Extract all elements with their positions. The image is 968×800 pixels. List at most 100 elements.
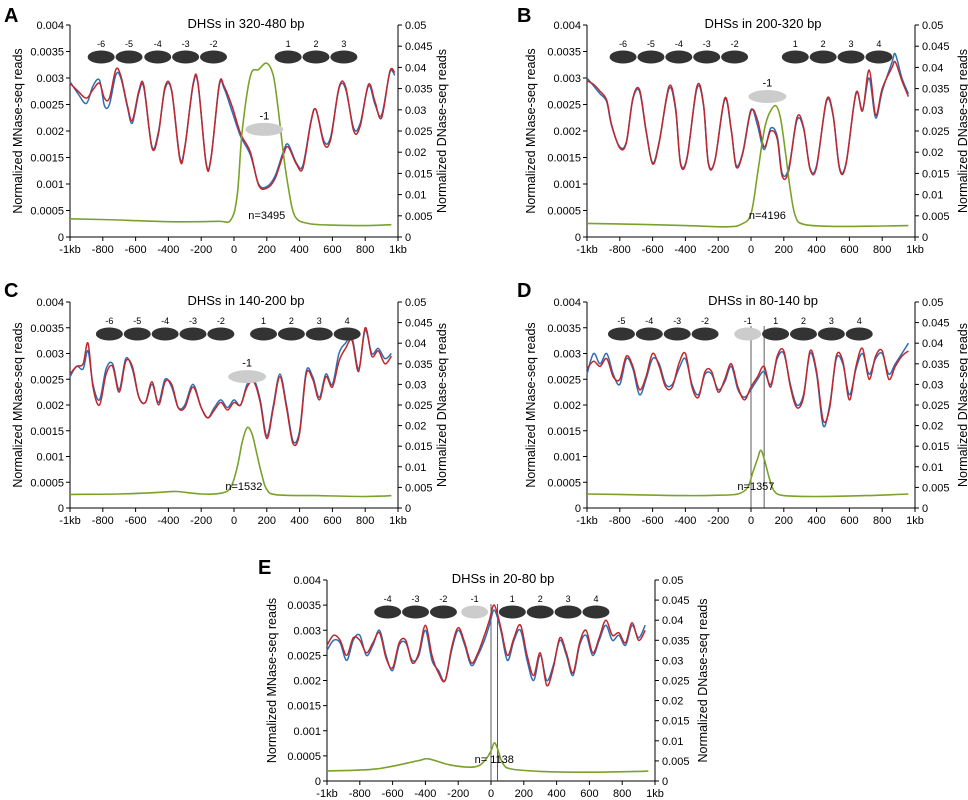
nucleosome-marker [609, 50, 637, 64]
y-tick-label: 0.0015 [547, 426, 581, 438]
nucleosome-label: -3 [182, 39, 190, 49]
y2-tick-label: 0.005 [922, 211, 950, 223]
y2-tick-label: 0.035 [405, 359, 433, 371]
count-annotation: n= 1138 [475, 754, 514, 766]
x-tick-label: 1kb [906, 515, 924, 527]
y-tick-label: 0 [58, 232, 64, 244]
y-tick-label: 0.003 [553, 349, 581, 361]
nucleosome-marker [865, 50, 893, 64]
x-tick-label: -400 [157, 515, 179, 527]
y-tick-label: 0.001 [553, 179, 581, 191]
y2-tick-label: 0.04 [662, 615, 683, 627]
nucleosome-marker [691, 327, 719, 341]
y-tick-label: 0.0035 [30, 47, 64, 59]
y-tick-label: 0.0005 [547, 206, 581, 218]
x-tick-label: -800 [92, 244, 114, 256]
panel-letter: C [4, 280, 18, 302]
nucleosome-label: 2 [289, 316, 294, 326]
mnase-series-blue [69, 329, 392, 444]
y-tick-label: 0.0035 [547, 47, 581, 59]
y-tick-label: 0 [58, 503, 64, 515]
x-tick-label: -400 [157, 244, 179, 256]
nucleosome-label: 3 [317, 316, 322, 326]
nucleosome-marker [789, 327, 817, 341]
nucleosome-marker [402, 605, 430, 619]
nucleosome-marker [95, 327, 123, 341]
y2-tick-label: 0.025 [922, 400, 950, 412]
nucleosome-marker [302, 50, 330, 64]
panel-letter: E [258, 557, 271, 579]
y-tick-label: 0.0025 [287, 650, 321, 662]
y-tick-label: 0.0035 [30, 323, 64, 335]
x-tick-label: 0 [488, 788, 494, 800]
count-annotation: n=1357 [737, 481, 774, 493]
x-tick-label: 400 [807, 515, 825, 527]
panel-letter: A [4, 5, 18, 27]
y2-tick-label: 0.04 [922, 338, 943, 350]
y2-tick-label: 0.05 [922, 20, 943, 32]
free-nucleosome-marker [734, 327, 762, 341]
y-tick-label: 0.004 [36, 297, 64, 309]
nucleosome-marker [305, 327, 333, 341]
nucleosome-marker [374, 605, 402, 619]
nucleosome-label: -2 [731, 39, 739, 49]
nucleosome-label: -5 [125, 39, 133, 49]
y-tick-label: 0 [315, 776, 321, 788]
y2-tick-label: 0.035 [922, 84, 950, 96]
y-tick-label: 0.003 [36, 73, 64, 85]
nucleosome-label: 3 [341, 39, 346, 49]
x-tick-label: 600 [840, 515, 858, 527]
nucleosome-label: 4 [857, 316, 862, 326]
x-tick-label: -200 [447, 788, 469, 800]
y2-tick-label: 0.035 [405, 84, 433, 96]
y2-tick-label: 0.005 [405, 211, 433, 223]
y2-tick-label: 0.01 [662, 736, 683, 748]
x-tick-label: 1kb [389, 244, 407, 256]
mnase-series-red [69, 67, 396, 191]
nucleosome-label: -2 [217, 316, 225, 326]
dnase-series-green [586, 449, 909, 498]
nucleosome-label: -1 [259, 110, 269, 122]
chart-panel-b: B 0 0.0005 0.001 0.0015 0.002 0.0025 0.003 0.003… [517, 5, 968, 256]
nucleosome-marker [526, 605, 554, 619]
y-axis-label: Normalized MNase-seq reads [265, 598, 279, 763]
nucleosome-marker [207, 327, 235, 341]
x-tick-label: -600 [642, 515, 664, 527]
y-tick-label: 0.001 [293, 726, 321, 738]
y2-axis-label: Normalized DNase-seq reads [956, 323, 968, 487]
free-nucleosome-marker [245, 122, 284, 136]
x-tick-label: -400 [674, 515, 696, 527]
nucleosome-marker [762, 327, 790, 341]
x-tick-label: 200 [775, 244, 793, 256]
x-tick-label: -600 [642, 244, 664, 256]
nucleosome-marker [498, 605, 526, 619]
x-tick-label: -800 [349, 788, 371, 800]
nucleosome-marker [781, 50, 809, 64]
nucleosome-label: 2 [821, 39, 826, 49]
y2-axis-label: Normalized DNase-seq reads [696, 599, 710, 763]
x-tick-label: 0 [231, 244, 237, 256]
y-tick-label: 0.0005 [547, 477, 581, 489]
nucleosome-label: -5 [647, 39, 655, 49]
y-tick-label: 0.004 [293, 575, 321, 587]
nucleosome-label: -4 [161, 316, 169, 326]
nucleosome-label: -1 [763, 78, 773, 90]
x-tick-label: -200 [707, 244, 729, 256]
y-tick-label: 0.002 [36, 400, 64, 412]
y-tick-label: 0.002 [293, 676, 321, 688]
y2-tick-label: 0.05 [662, 575, 683, 587]
count-annotation: n=3495 [248, 210, 285, 222]
chart-title: DHSs in 320-480 bp [187, 16, 304, 31]
y-tick-label: 0.0025 [30, 100, 64, 112]
chart-panel-d: D 0 0.0005 0.001 0.0015 0.002 0.0025 0.003 0.003… [517, 280, 968, 527]
y-tick-label: 0.002 [36, 126, 64, 138]
y-axis-label: Normalized MNase-seq reads [11, 48, 25, 213]
x-tick-label: 200 [258, 244, 276, 256]
y-tick-label: 0 [575, 232, 581, 244]
x-tick-label: -400 [674, 244, 696, 256]
y-tick-label: 0.0035 [287, 600, 321, 612]
y2-tick-label: 0 [922, 503, 928, 515]
nucleosome-marker [277, 327, 305, 341]
y-tick-label: 0.004 [553, 297, 581, 309]
